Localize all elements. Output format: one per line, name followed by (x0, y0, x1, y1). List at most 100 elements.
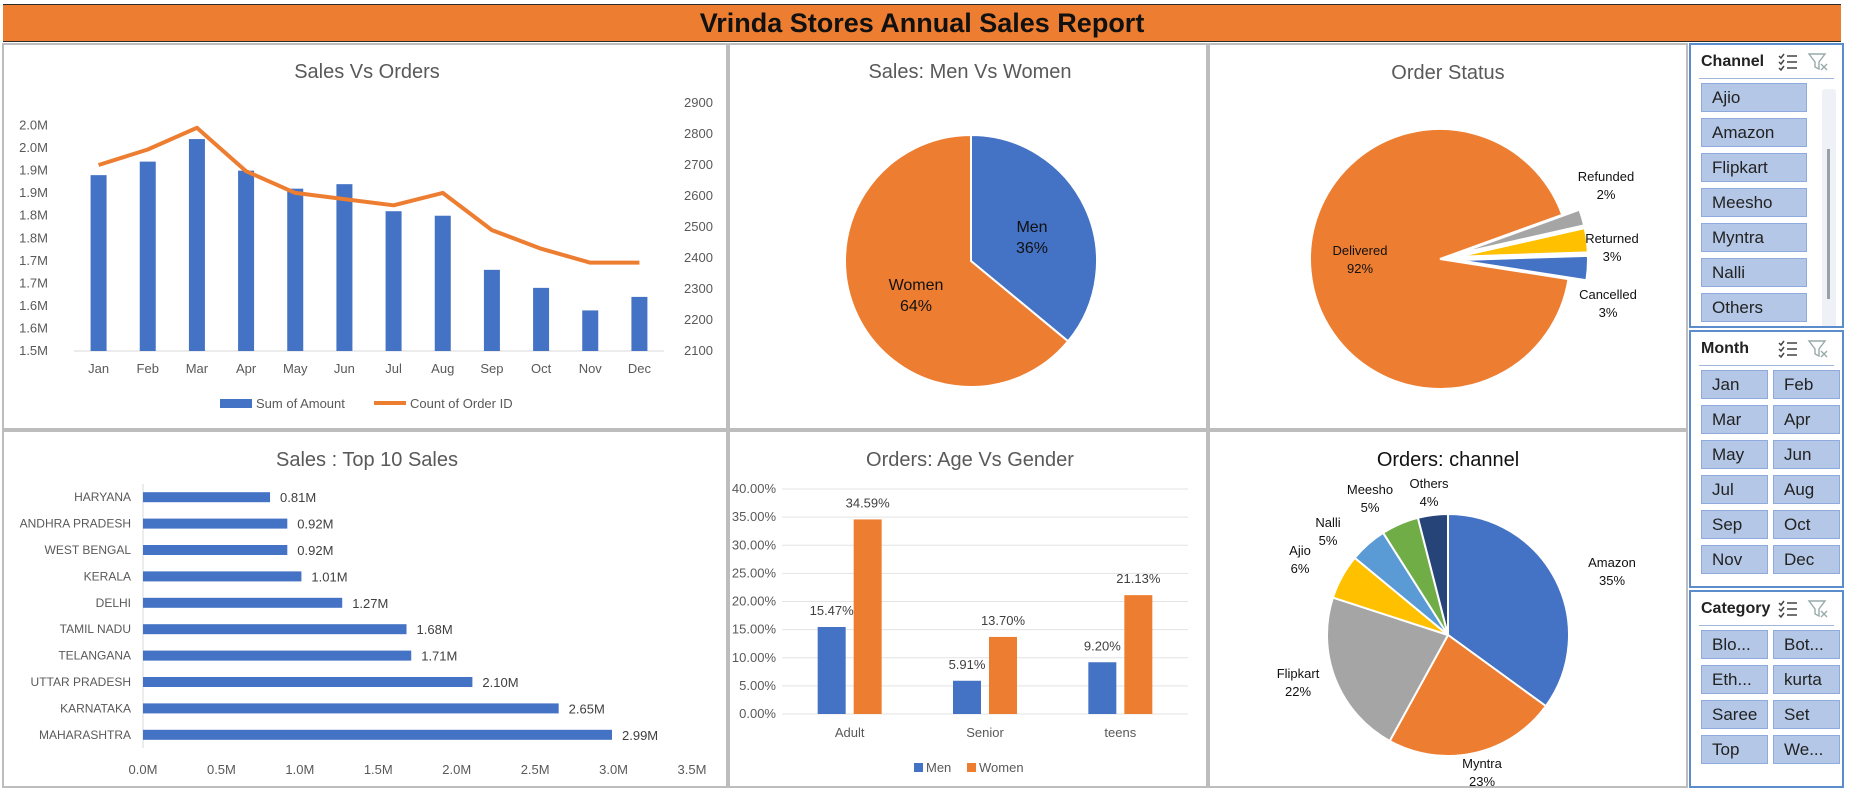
slicer-item-nov[interactable]: Nov (1701, 545, 1768, 574)
scroll-thumb[interactable] (1827, 149, 1830, 299)
y-left-tick-label: 1.7M (19, 253, 48, 268)
slicer-item-ajio[interactable]: Ajio (1701, 83, 1807, 112)
slicer-item-bot[interactable]: Bot... (1773, 630, 1840, 659)
slicer-item-mar[interactable]: Mar (1701, 405, 1768, 434)
slice-value-returned: 3% (1603, 249, 1622, 264)
men-vs-women-panel[interactable]: Sales: Men Vs Women Men 36% Women 64% (728, 43, 1208, 430)
slicer-item-feb[interactable]: Feb (1773, 370, 1840, 399)
slice-value-myntra: 23% (1469, 774, 1495, 788)
bar-data-label: 15.47% (810, 603, 855, 618)
y-left-tick-label: 1.7M (19, 275, 48, 290)
bar-delhi (143, 597, 343, 608)
slicer-item-kurta[interactable]: kurta (1773, 665, 1840, 694)
slicer-item-set[interactable]: Set (1773, 700, 1840, 729)
y-tick-label: 30.00% (732, 537, 777, 552)
y-right-tick-label: 2600 (684, 188, 713, 203)
bar-data-label: 13.70% (981, 613, 1026, 628)
bar-jul (385, 211, 402, 351)
slice-value-amazon: 35% (1599, 573, 1625, 588)
x-tick-label: Apr (236, 361, 257, 376)
slice-label-women: Women (889, 277, 944, 294)
slicer-item-others[interactable]: Others (1701, 293, 1807, 322)
legend-label-count-of-order-id: Count of Order ID (410, 396, 513, 411)
x-tick-label: Dec (628, 361, 652, 376)
slicer-item-saree[interactable]: Saree (1701, 700, 1768, 729)
slicer-item-may[interactable]: May (1701, 440, 1768, 469)
x-tick-label: 2.0M (442, 762, 471, 777)
slicer-item-jun[interactable]: Jun (1773, 440, 1840, 469)
slicer-item-top[interactable]: Top (1701, 735, 1768, 764)
slicer-divider (1699, 625, 1834, 626)
y-tick-label: KERALA (84, 569, 131, 583)
y-left-tick-label: 1.9M (19, 163, 48, 178)
y-tick-label: DELHI (96, 596, 131, 610)
clear-filter-icon[interactable] (1807, 598, 1829, 620)
x-tick-label: 0.0M (129, 762, 158, 777)
slicer-item-jul[interactable]: Jul (1701, 475, 1768, 504)
y-tick-label: ANDHRA PRADESH (20, 517, 131, 531)
x-tick-label: teens (1104, 725, 1136, 740)
top10-states-chart: Sales : Top 10 Sales 0.0M 0.5M 1.0M 1.5M 2.0M… (20, 449, 707, 777)
clear-filter-icon[interactable] (1807, 51, 1829, 73)
orders-channel-panel[interactable]: Orders: channel Amazon 35% Myntra 23% Flipkar… (1208, 430, 1688, 788)
x-tick-label: 3.5M (678, 762, 707, 777)
y-left-tick-label: 1.6M (19, 320, 48, 335)
slice-label-meesho: Meesho (1347, 482, 1393, 497)
multi-select-icon[interactable] (1777, 51, 1799, 73)
clear-filter-icon[interactable] (1807, 338, 1829, 360)
slicer-item-oct[interactable]: Oct (1773, 510, 1840, 539)
slicer-item-flipkart[interactable]: Flipkart (1701, 153, 1807, 182)
slicer-item-myntra[interactable]: Myntra (1701, 223, 1807, 252)
x-tick-label: Nov (579, 361, 603, 376)
legend-swatch-men (914, 763, 923, 772)
age-vs-gender-panel[interactable]: Orders: Age Vs Gender 0.00% 5.00% 10.00% 15.… (728, 430, 1208, 788)
y-left-tick-label: 1.9M (19, 185, 48, 200)
y-tick-label: UTTAR PRADESH (31, 675, 131, 689)
slicer-item-jan[interactable]: Jan (1701, 370, 1768, 399)
slicer-item-we[interactable]: We... (1773, 735, 1840, 764)
bar-mar (188, 139, 205, 351)
multi-select-icon[interactable] (1777, 598, 1799, 620)
bar-data-label: 1.68M (417, 622, 453, 637)
slicer-item-amazon[interactable]: Amazon (1701, 118, 1807, 147)
channel-scrollbar[interactable] (1822, 89, 1836, 326)
slicer-item-blo[interactable]: Blo... (1701, 630, 1768, 659)
slicer-item-meesho[interactable]: Meesho (1701, 188, 1807, 217)
slicer-item-aug[interactable]: Aug (1773, 475, 1840, 504)
x-tick-label: 0.5M (207, 762, 236, 777)
slice-label-delivered: Delivered (1333, 243, 1388, 258)
bar-may (287, 188, 304, 351)
x-tick-label: Feb (137, 361, 159, 376)
bar-data-label: 34.59% (846, 495, 891, 510)
slicer-item-apr[interactable]: Apr (1773, 405, 1840, 434)
slicer-item-dec[interactable]: Dec (1773, 545, 1840, 574)
chart-title: Sales Vs Orders (294, 61, 440, 83)
slicer-item-sep[interactable]: Sep (1701, 510, 1768, 539)
order-status-panel[interactable]: Order Status Delivered 92% Refunded 2% Return… (1208, 43, 1688, 430)
chart-title: Sales: Men Vs Women (868, 61, 1071, 83)
bar-data-label: 2.99M (622, 728, 658, 743)
y-right-tick-label: 2900 (684, 95, 713, 110)
y-tick-label: 10.00% (732, 650, 777, 665)
y-tick-label: 35.00% (732, 509, 777, 524)
y-left-tick-label: 1.8M (19, 230, 48, 245)
pie-channel-slice-amazon (1447, 512, 1570, 708)
slicer-item-nalli[interactable]: Nalli (1701, 258, 1807, 287)
bar-sep (483, 269, 500, 351)
y-right-tick-label: 2100 (684, 343, 713, 358)
slice-value-others: 4% (1420, 494, 1439, 509)
bar-karnataka (143, 703, 559, 714)
channel-slicer: Channel Ajio Amazon Flipkart Meesho Myntra Na… (1689, 43, 1844, 328)
bar-data-label: 1.71M (421, 649, 457, 664)
multi-select-icon[interactable] (1777, 338, 1799, 360)
slice-label-refunded: Refunded (1578, 169, 1634, 184)
y-tick-label: MAHARASHTRA (39, 728, 131, 742)
bar-adult-women (853, 519, 882, 714)
slicer-item-eth[interactable]: Eth... (1701, 665, 1768, 694)
bar-data-label: 9.20% (1084, 638, 1121, 653)
top10-states-panel[interactable]: Sales : Top 10 Sales 0.0M 0.5M 1.0M 1.5M 2.0M… (2, 430, 728, 788)
pie-channel-slice-others (1416, 512, 1449, 636)
sales-vs-orders-panel[interactable]: Sales Vs Orders 1.5M 1.6M 1.6M 1.7M 1.7M 1.8M 1… (2, 43, 728, 430)
slice-value-ajio: 6% (1291, 561, 1310, 576)
pie-order-status-slice-returned (1457, 226, 1589, 258)
